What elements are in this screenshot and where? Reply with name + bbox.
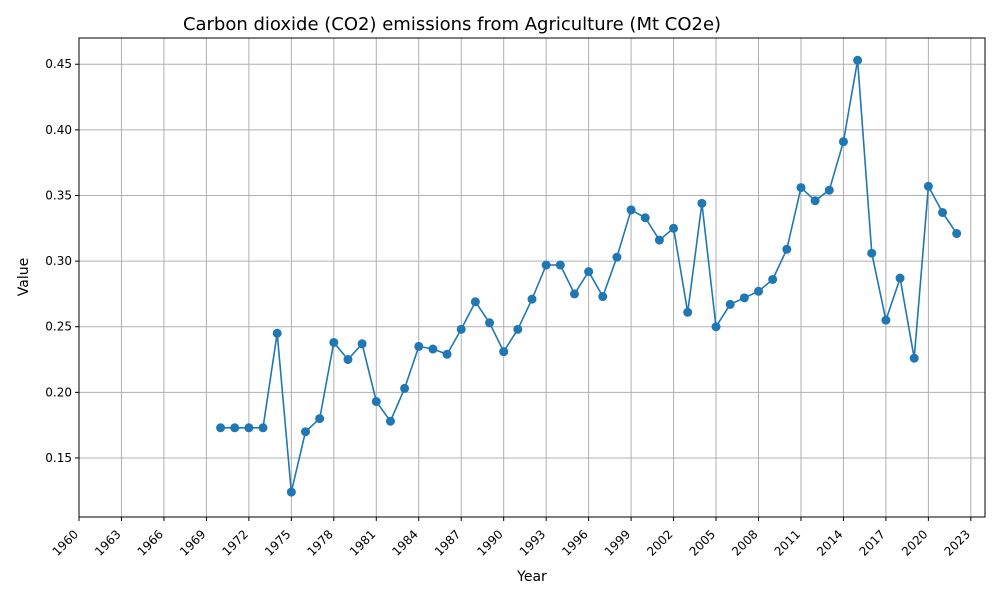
chart-title: Carbon dioxide (CO2) emissions from Agri… [183, 14, 721, 35]
data-point [371, 397, 381, 407]
data-point [909, 353, 919, 363]
data-point [555, 260, 565, 270]
data-point [428, 344, 438, 354]
data-point [272, 328, 282, 338]
data-point [938, 208, 948, 218]
x-tick-label: 1987 [432, 527, 463, 558]
data-point [414, 341, 424, 351]
x-tick-label: 1972 [219, 527, 250, 558]
data-point [725, 299, 735, 309]
data-point [796, 183, 806, 193]
y-axis-title: Value [16, 258, 32, 296]
x-tick-label: 1981 [347, 527, 378, 558]
data-point [952, 229, 962, 239]
data-point [838, 137, 848, 147]
data-point [456, 324, 466, 334]
x-tick-label: 2017 [857, 527, 888, 558]
data-point [343, 355, 353, 365]
y-axis-ticks: 0.15 0.20 0.25 0.30 0.35 0.40 0.45 [45, 57, 79, 465]
data-point [640, 213, 650, 223]
data-point [853, 55, 863, 65]
data-point [768, 274, 778, 284]
data-point [711, 322, 721, 332]
data-point [626, 205, 636, 215]
data-point [301, 427, 310, 437]
data-point [442, 349, 452, 359]
x-tick-label: 1960 [50, 527, 81, 558]
data-point [244, 423, 254, 433]
x-tick-label: 2005 [687, 527, 718, 558]
series-layer [216, 55, 962, 497]
x-tick-label: 1993 [517, 527, 548, 558]
data-point [923, 181, 933, 191]
x-tick-label: 1966 [135, 527, 166, 558]
data-point [739, 293, 749, 303]
data-point [895, 273, 905, 283]
data-point [286, 487, 296, 497]
data-point [569, 289, 579, 299]
data-point [867, 248, 877, 258]
data-point [230, 423, 240, 433]
data-point [329, 337, 339, 347]
data-point [824, 185, 834, 195]
data-point [612, 252, 622, 262]
data-point [499, 347, 509, 357]
y-tick-label: 0.35 [45, 188, 72, 202]
data-point [654, 235, 664, 245]
x-axis-ticks: 1960 1963 1966 1969 1972 1975 1978 1981 1984 1987… [50, 517, 973, 559]
x-tick-label: 1969 [177, 527, 208, 558]
data-point [754, 286, 763, 296]
x-tick-label: 1999 [602, 527, 633, 558]
x-tick-label: 1984 [389, 527, 420, 558]
x-tick-label: 2008 [729, 527, 760, 558]
x-axis-title: Year [516, 569, 547, 585]
data-point [385, 416, 395, 426]
y-tick-label: 0.30 [45, 254, 72, 268]
data-point [810, 196, 820, 206]
x-tick-label: 2002 [644, 527, 675, 558]
data-point [216, 423, 226, 433]
data-point [697, 198, 707, 208]
x-tick-label: 1990 [474, 527, 505, 558]
x-tick-label: 2011 [772, 527, 803, 558]
data-point [683, 307, 693, 317]
data-point [541, 260, 551, 270]
x-tick-label: 1978 [304, 527, 335, 558]
y-tick-label: 0.45 [45, 57, 72, 71]
x-tick-label: 1975 [262, 527, 293, 558]
y-tick-label: 0.15 [45, 451, 72, 465]
x-tick-label: 1963 [92, 527, 123, 558]
y-tick-label: 0.25 [45, 320, 72, 334]
data-point [513, 324, 523, 334]
data-point [485, 318, 495, 328]
data-point [782, 244, 792, 254]
data-point [598, 292, 608, 302]
data-point [315, 414, 325, 424]
grid-lines [78, 38, 985, 517]
x-tick-label: 2023 [941, 527, 972, 558]
x-tick-label: 1996 [559, 527, 590, 558]
data-point [470, 297, 480, 307]
data-point [400, 383, 410, 393]
data-point [357, 339, 367, 349]
data-point [258, 423, 268, 433]
y-tick-label: 0.20 [45, 385, 72, 399]
x-tick-label: 2014 [814, 527, 845, 558]
x-tick-label: 2020 [899, 527, 930, 558]
data-point [881, 315, 891, 325]
data-point [527, 294, 537, 304]
plot-area-frame [78, 37, 986, 518]
data-point [584, 267, 594, 277]
y-tick-label: 0.40 [45, 123, 72, 137]
data-point [669, 223, 679, 233]
